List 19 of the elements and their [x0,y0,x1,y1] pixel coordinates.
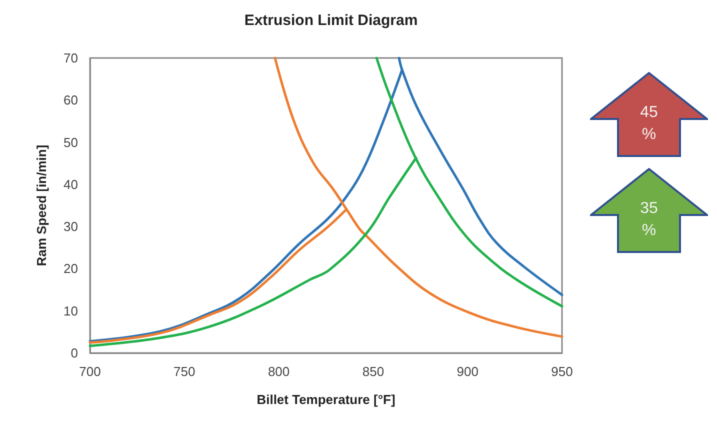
x-tick-label: 900 [456,364,478,379]
x-axis-title: Billet Temperature [°F] [256,392,396,407]
x-tick-label: 800 [268,364,290,379]
x-tick-label: 850 [362,364,384,379]
y-tick-label: 40 [64,176,78,192]
y-tick-label: 10 [64,303,78,318]
y-tick-label: 20 [64,261,78,276]
chart-title: Extrusion Limit Diagram [244,12,418,29]
x-tick-label: 950 [551,364,573,379]
y-tick-label: 50 [64,134,78,150]
x-tick-label: 700 [79,364,101,379]
text: 45 % [639,103,659,145]
y-tick-label: 70 [64,50,78,66]
x-tick-label: 750 [174,364,196,379]
y-tick-label: 30 [64,219,78,234]
y-axis-title: Ram Speed [in/min] [34,144,49,266]
y-tick-label: 0 [70,346,78,360]
y-tick-label: 60 [64,92,78,108]
text: 35 % [639,199,659,241]
